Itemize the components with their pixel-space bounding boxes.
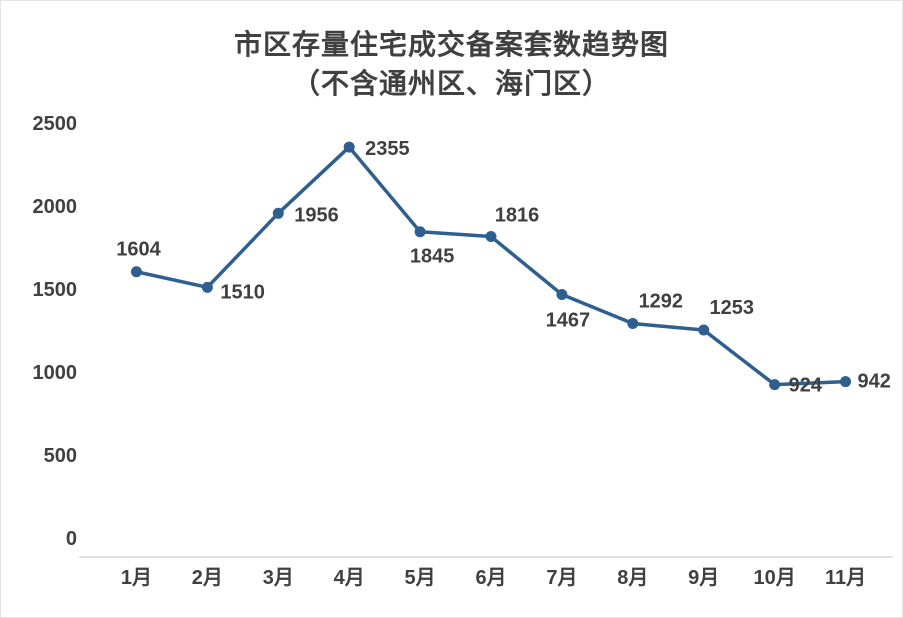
data-point-marker	[840, 376, 852, 388]
data-point-marker	[272, 207, 284, 219]
data-point-marker	[556, 288, 568, 300]
data-point-label: 1956	[294, 204, 339, 226]
x-axis-tick-label: 6月	[475, 567, 506, 589]
x-axis-tick-label: 10月	[754, 567, 796, 589]
chart-subtitle: （不含通州区、海门区）	[291, 68, 611, 100]
data-point-label: 942	[858, 371, 891, 393]
data-point-marker	[627, 318, 639, 330]
series-line	[134, 145, 848, 387]
y-axis-tick-label: 2000	[33, 196, 78, 218]
data-point-label: 1510	[220, 281, 265, 303]
x-axis-tick-label: 9月	[688, 567, 719, 589]
data-point-marker	[343, 141, 355, 153]
y-axis-tick-label: 1000	[33, 362, 78, 384]
data-point-marker	[130, 266, 142, 278]
data-point-label: 1467	[546, 309, 591, 331]
data-point-label: 1845	[410, 246, 455, 268]
chart-title: 市区存量住宅成交备案套数趋势图	[233, 29, 669, 60]
x-axis-tick-label: 8月	[617, 567, 648, 589]
data-point-label: 1604	[116, 239, 161, 261]
x-axis-tick-label: 2月	[192, 567, 223, 589]
data-point-marker	[485, 231, 497, 243]
x-axis-tick-label: 3月	[263, 567, 294, 589]
x-axis-tick-label: 1月	[121, 567, 152, 589]
x-axis-tick-label: 7月	[546, 567, 577, 589]
data-point-marker	[698, 324, 710, 336]
data-point-label: 1816	[495, 205, 540, 227]
data-point-marker	[769, 379, 781, 391]
data-point-label: 2355	[365, 138, 410, 160]
y-axis-tick-label: 500	[44, 445, 77, 467]
x-axis-tick-label: 11月	[825, 567, 866, 589]
data-point-marker	[414, 226, 426, 238]
data-point-label: 1292	[639, 291, 684, 313]
y-axis-tick-label: 2500	[33, 113, 78, 135]
data-point-label: 924	[789, 375, 823, 397]
x-axis-tick-label: 5月	[405, 567, 436, 589]
data-point-label: 1253	[709, 297, 754, 319]
data-point-marker	[201, 281, 213, 293]
x-axis-tick-label: 4月	[334, 567, 365, 589]
chart-title-block: 市区存量住宅成交备案套数趋势图 （不含通州区、海门区）	[1, 25, 902, 103]
y-axis-tick-label: 0	[66, 528, 77, 550]
y-axis-tick-label: 1500	[33, 279, 78, 301]
